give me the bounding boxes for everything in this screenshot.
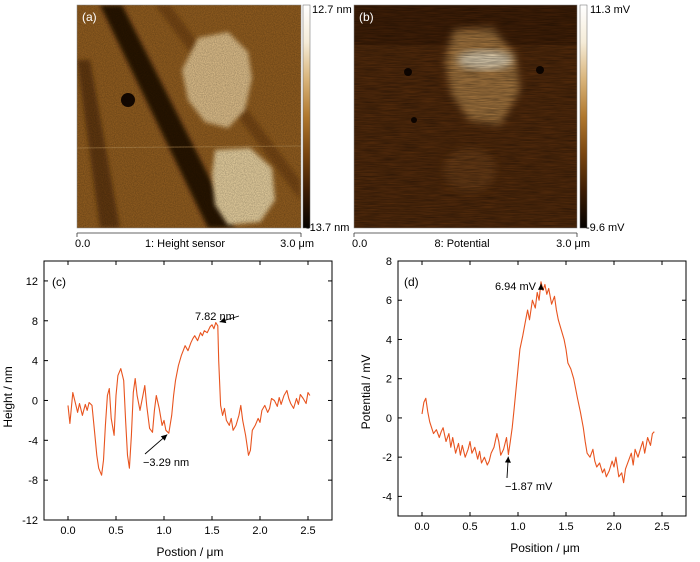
y-tick-label: 4	[32, 356, 38, 368]
panel-label-b: (b)	[359, 10, 374, 24]
x-tick-label: 1.5	[558, 521, 573, 533]
potential-scale-min: -9.6 mV	[586, 222, 625, 234]
annotation-label: −1.87 mV	[505, 481, 553, 493]
y-tick-label: 4	[386, 334, 392, 346]
height-profile-ylabel: Height / nm	[1, 366, 15, 427]
y-tick-label: 6	[386, 295, 392, 307]
data-line	[67, 322, 311, 476]
y-tick-label: 8	[386, 256, 392, 268]
x-tick-label: 1.0	[156, 525, 171, 537]
plot-frame	[43, 260, 333, 521]
y-tick-label: 0	[386, 413, 392, 425]
panel-label-a: (a)	[82, 10, 97, 24]
height-scale-max: 12.7 nm	[312, 4, 352, 16]
x-tick-label: 1.0	[510, 521, 525, 533]
y-tick-label: 12	[26, 276, 38, 288]
potential-map-image	[354, 5, 577, 228]
x-tick-label: 2.0	[252, 525, 267, 537]
potential-colorbar	[579, 4, 588, 229]
panel-label-c: (c)	[52, 275, 66, 289]
potential-profile-ylabel: Potential / mV	[359, 355, 373, 430]
height-colorbar	[302, 4, 311, 229]
y-tick-label: 0	[32, 395, 38, 407]
x-tick-label: 0.0	[60, 525, 75, 537]
potential-axis-start: 0.0	[352, 238, 367, 250]
potential-profile-chart: (d) Potential / mV Position / μm 0.0 0.5 1…	[359, 256, 687, 555]
plot-frame	[397, 260, 687, 517]
potential-profile-xlabel: Position / μm	[510, 541, 580, 555]
x-tick-label: 1.5	[204, 525, 219, 537]
y-tick-label: 2	[386, 374, 392, 386]
x-tick-label: 2.5	[300, 525, 315, 537]
potential-map-panel: (b) 11.3 mV -9.6 mV 0.0 8: Potential 3.0…	[352, 4, 631, 250]
x-tick-label: 2.0	[606, 521, 621, 533]
y-tick-label: 8	[32, 316, 38, 328]
y-tick-label: -12	[22, 515, 38, 527]
y-tick-label: -4	[382, 491, 392, 503]
panel-label-d: (d)	[404, 275, 419, 289]
height-axis-start: 0.0	[75, 238, 90, 250]
y-tick-label: -2	[382, 452, 392, 464]
annotation-arrowhead	[160, 434, 168, 441]
y-tick-label: -4	[28, 435, 38, 447]
potential-axis-end: 3.0 μm	[556, 238, 590, 250]
annotation-label: 6.94 mV	[495, 281, 537, 293]
potential-scale-max: 11.3 mV	[590, 4, 631, 16]
annotation-label: −3.29 nm	[143, 457, 189, 469]
height-map-image	[77, 5, 301, 228]
height-profile-chart: (c) Height / nm Postion / μm 0.0 0.5 1.0 1.…	[1, 260, 333, 559]
height-axis-end: 3.0 μm	[280, 238, 314, 250]
annotation-arrowhead	[537, 283, 544, 290]
annotation-arrowhead	[219, 317, 227, 324]
height-map-panel: (a) 12.7 nm -13.7 nm 0.0 1: Height senso…	[75, 4, 352, 250]
x-tick-label: 0.5	[108, 525, 123, 537]
height-profile-xlabel: Postion / μm	[157, 545, 224, 559]
y-tick-label: -8	[28, 475, 38, 487]
annotation-arrowhead	[504, 456, 511, 463]
x-tick-label: 2.5	[654, 521, 669, 533]
height-scale-min: -13.7 nm	[306, 222, 349, 234]
height-caption: 1: Height sensor	[145, 238, 225, 250]
x-tick-label: 0.5	[462, 521, 477, 533]
data-line	[421, 281, 655, 484]
potential-caption: 8: Potential	[434, 238, 489, 250]
x-tick-label: 0.0	[414, 521, 429, 533]
annotation-label: 7.82 nm	[195, 311, 235, 323]
